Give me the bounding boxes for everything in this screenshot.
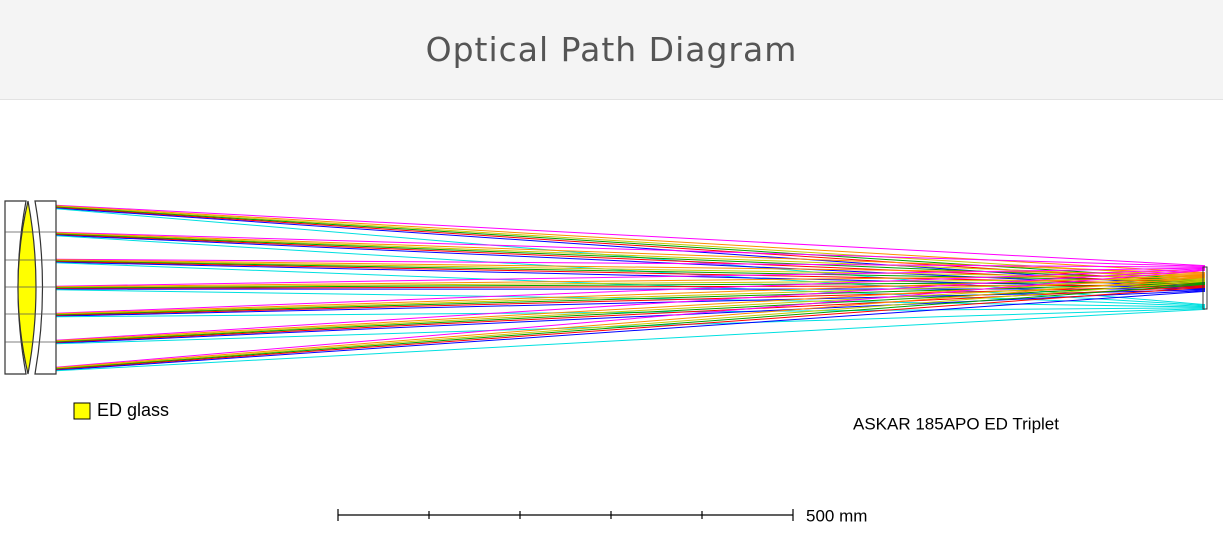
ray xyxy=(55,267,1206,287)
header: Optical Path Diagram xyxy=(0,0,1223,100)
ed-lens-element xyxy=(17,200,37,375)
ray xyxy=(55,283,1206,343)
ray xyxy=(55,233,1206,281)
page-title: Optical Path Diagram xyxy=(425,30,798,69)
ray xyxy=(55,308,1206,372)
ray xyxy=(55,283,1206,370)
ray xyxy=(55,279,1206,315)
ray xyxy=(55,259,1206,275)
scale-label: 500 mm xyxy=(806,506,867,525)
ray xyxy=(55,206,1206,281)
ray xyxy=(55,275,1206,315)
ray xyxy=(55,290,1206,344)
ray xyxy=(55,278,1206,288)
lens-grid xyxy=(5,231,56,343)
legend-swatch xyxy=(73,402,91,420)
ray xyxy=(55,205,1206,274)
legend-label: ED glass xyxy=(97,400,169,420)
detector xyxy=(1202,266,1208,310)
ray xyxy=(55,282,1206,316)
ray xyxy=(55,259,1206,279)
ray xyxy=(55,205,1206,278)
ray xyxy=(55,232,1206,274)
ray xyxy=(55,231,1206,267)
ray xyxy=(55,260,1206,282)
ray xyxy=(55,281,1206,289)
ray xyxy=(55,268,1206,314)
ray xyxy=(55,234,1206,288)
ray xyxy=(55,276,1206,342)
ray xyxy=(55,280,1206,369)
scale-bar xyxy=(337,509,794,521)
ray xyxy=(55,207,1206,288)
ray xyxy=(55,286,1206,371)
ray xyxy=(55,269,1206,341)
lens-element xyxy=(34,200,57,375)
ray xyxy=(55,280,1206,342)
caption: ASKAR 185APO ED Triplet xyxy=(853,414,1059,433)
rays xyxy=(55,204,1206,372)
ray xyxy=(55,269,1206,368)
ray xyxy=(55,261,1206,289)
ray xyxy=(55,258,1206,268)
ray xyxy=(55,289,1206,317)
ray xyxy=(55,290,1206,371)
ray xyxy=(55,276,1206,369)
diagram: ED glass ASKAR 185APO ED Triplet 500 mm xyxy=(4,200,1208,525)
ray xyxy=(55,232,1206,278)
ray xyxy=(55,274,1206,288)
ray xyxy=(55,204,1206,267)
